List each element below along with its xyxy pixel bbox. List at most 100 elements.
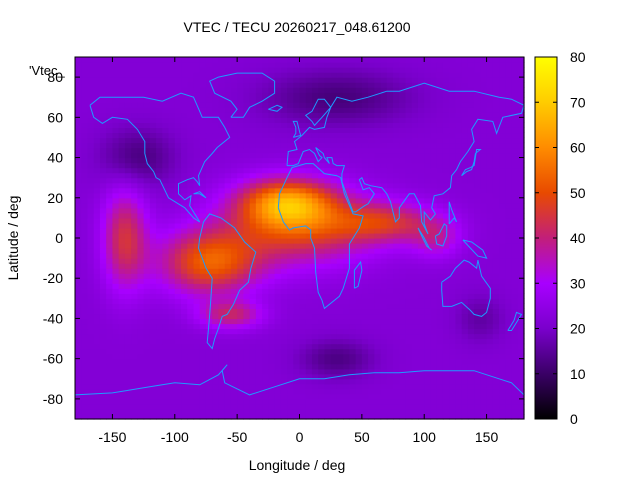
heatmap-cell [187,283,195,289]
heatmap-cell [205,132,213,139]
heatmap-cell [99,147,107,154]
heatmap-cell [262,212,269,219]
heatmap-cell [224,157,232,164]
heatmap-cell [262,147,269,154]
heatmap-cell [149,92,157,98]
heatmap-cell [380,142,388,149]
heatmap-cell [324,117,332,123]
heatmap-cell [243,393,251,400]
heatmap-cell [124,313,132,320]
heatmap-cell [467,393,475,400]
heatmap-cell [449,258,457,264]
heatmap-cell [230,368,238,375]
heatmap-cell [137,212,145,219]
heatmap-cell [205,373,213,380]
heatmap-cell [511,162,519,169]
heatmap-cell [393,97,400,103]
heatmap-cell [430,232,438,239]
heatmap-cell [393,273,400,279]
heatmap-cell [224,373,232,380]
heatmap-cell [424,323,432,330]
heatmap-cell [505,238,513,244]
heatmap-cell [137,187,145,194]
heatmap-cell [405,117,413,123]
heatmap-cell [399,97,407,103]
heatmap-cell [424,122,432,128]
heatmap-cell [156,227,163,234]
heatmap-cell [474,102,481,108]
heatmap-cell [330,147,338,154]
heatmap-cell [480,293,488,299]
heatmap-cell [517,338,525,345]
heatmap-cell [249,132,257,139]
heatmap-cell [424,132,432,139]
heatmap-cell [187,162,195,169]
heatmap-cell [517,268,525,274]
heatmap-cell [287,72,294,78]
heatmap-cell [311,172,319,179]
heatmap-cell [318,343,326,350]
heatmap-cell [193,388,201,395]
heatmap-cell [368,112,375,118]
heatmap-cell [355,112,363,118]
heatmap-cell [193,77,201,83]
heatmap-cell [336,273,344,279]
heatmap-cell [405,403,413,410]
heatmap-cell [486,82,494,88]
heatmap-cell [249,157,257,164]
heatmap-cell [143,378,151,385]
heatmap-cell [124,268,132,274]
heatmap-cell [293,82,301,88]
heatmap-cell [330,222,338,229]
heatmap-cell [430,278,438,284]
heatmap-cell [274,72,282,78]
heatmap-cell [124,273,132,279]
heatmap-cell [461,177,469,184]
heatmap-cell [492,283,500,289]
heatmap-cell [174,232,182,239]
heatmap-cell [424,318,432,325]
heatmap-cell [436,323,444,330]
heatmap-cell [218,222,226,229]
heatmap-cell [492,212,500,219]
heatmap-cell [517,127,525,134]
heatmap-cell [274,353,282,360]
heatmap-cell [124,403,132,410]
heatmap-cell [168,263,176,269]
heatmap-cell [343,343,350,350]
heatmap-cell [299,338,307,345]
heatmap-cell [280,373,288,380]
heatmap-cell [430,162,438,169]
heatmap-cell [436,393,444,400]
heatmap-cell [336,378,344,385]
heatmap-cell [361,258,369,264]
heatmap-cell [93,298,101,304]
heatmap-cell [430,238,438,244]
heatmap-cell [474,222,481,229]
heatmap-cell [112,373,120,380]
heatmap-cell [461,157,469,164]
heatmap-cell [218,263,226,269]
heatmap-cell [149,393,157,400]
heatmap-cell [237,127,244,134]
heatmap-cell [156,363,163,370]
heatmap-cell [393,393,400,400]
heatmap-cell [106,77,114,83]
heatmap-cell [143,82,151,88]
heatmap-cell [311,212,319,219]
heatmap-cell [449,313,457,320]
heatmap-cell [168,187,176,194]
heatmap-cell [99,222,107,229]
heatmap-cell [399,243,407,249]
heatmap-cell [380,177,388,184]
heatmap-cell [249,187,257,194]
heatmap-cell [461,107,469,113]
heatmap-cell [374,232,382,239]
heatmap-cell [162,263,170,269]
heatmap-cell [361,82,369,88]
heatmap-cell [343,222,350,229]
heatmap-cell [255,408,263,415]
heatmap-cell [93,348,101,355]
heatmap-cell [349,212,357,219]
heatmap-cell [230,263,238,269]
